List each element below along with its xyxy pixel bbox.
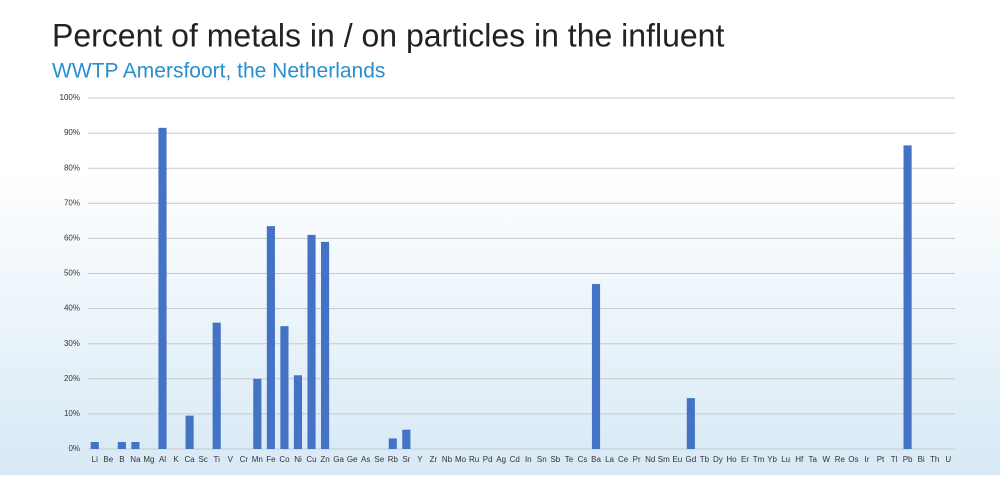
- bar: [293, 375, 303, 449]
- chart-subtitle: WWTP Amersfoort, the Netherlands: [52, 60, 385, 83]
- y-tick-label: 0%: [68, 444, 80, 453]
- x-tick-label: Fe: [266, 455, 276, 464]
- bar: [686, 398, 695, 449]
- x-tick-label: Co: [279, 455, 290, 464]
- x-tick-label: Pr: [633, 455, 641, 464]
- y-tick-label: 90%: [64, 128, 80, 137]
- x-tick-label: Ru: [469, 455, 479, 464]
- x-tick-label: Hf: [795, 455, 804, 464]
- x-tick-label: Li: [92, 455, 98, 464]
- y-tick-label: 70%: [64, 198, 80, 207]
- y-tick-label: 50%: [64, 269, 80, 278]
- bar: [321, 241, 330, 449]
- bar: [253, 378, 262, 449]
- bar: [307, 234, 316, 449]
- x-tick-label: Ce: [618, 455, 629, 464]
- bar: [402, 429, 411, 449]
- x-tick-label: Se: [374, 455, 384, 464]
- x-tick-label: Zr: [430, 455, 438, 464]
- x-tick-label: Th: [930, 455, 939, 464]
- x-tick-label: B: [119, 455, 124, 464]
- bar: [591, 284, 601, 449]
- bar: [90, 441, 99, 449]
- chart-title: Percent of metals in / on particles in t…: [52, 17, 724, 53]
- x-tick-label: Sb: [550, 455, 560, 464]
- x-tick-label: Re: [835, 455, 846, 464]
- x-tick-label: Yb: [767, 455, 777, 464]
- x-tick-label: Dy: [713, 455, 723, 464]
- x-tick-label: Ba: [591, 455, 601, 464]
- x-tick-label: Ni: [294, 455, 302, 464]
- x-tick-label: Sn: [537, 455, 547, 464]
- x-tick-label: Ho: [726, 455, 737, 464]
- y-tick-label: 20%: [64, 374, 80, 383]
- x-tick-label: Sr: [402, 455, 410, 464]
- x-tick-label: W: [823, 455, 831, 464]
- x-tick-label: Lu: [781, 455, 790, 464]
- y-tick-label: 40%: [64, 304, 80, 313]
- bar: [903, 145, 912, 449]
- y-tick-label: 60%: [64, 234, 80, 243]
- x-tick-label: La: [605, 455, 614, 464]
- y-tick-label: 100%: [60, 93, 80, 102]
- y-tick-label: 30%: [64, 339, 80, 348]
- x-tick-label: Mn: [252, 455, 263, 464]
- x-tick-label: V: [228, 455, 234, 464]
- x-tick-label: Os: [848, 455, 858, 464]
- x-tick-label: Cu: [306, 455, 316, 464]
- x-tick-label: Tl: [891, 455, 898, 464]
- x-tick-label: Tb: [700, 455, 710, 464]
- x-tick-label: K: [173, 455, 179, 464]
- bar: [131, 441, 140, 449]
- x-tick-label: Er: [741, 455, 749, 464]
- x-tick-label: Cr: [240, 455, 249, 464]
- x-tick-label: Rb: [388, 455, 399, 464]
- x-tick-label: Ga: [333, 455, 344, 464]
- x-tick-label: Y: [417, 455, 423, 464]
- x-tick-label: Zn: [320, 455, 329, 464]
- x-tick-label: Nb: [442, 455, 453, 464]
- bar: [185, 415, 194, 449]
- x-tick-label: Pb: [903, 455, 913, 464]
- x-tick-label: Ca: [184, 455, 195, 464]
- x-tick-label: Pt: [877, 455, 885, 464]
- x-tick-label: In: [525, 455, 532, 464]
- bar: [388, 438, 397, 449]
- x-tick-label: Ag: [496, 455, 506, 464]
- x-tick-label: Sc: [198, 455, 207, 464]
- bar: [280, 326, 289, 449]
- x-tick-label: Ir: [865, 455, 870, 464]
- x-tick-label: U: [945, 455, 951, 464]
- x-tick-label: Bi: [918, 455, 925, 464]
- x-tick-label: Pd: [483, 455, 493, 464]
- x-tick-label: Tm: [753, 455, 765, 464]
- x-tick-label: Cd: [510, 455, 520, 464]
- bar: [212, 322, 221, 449]
- x-tick-label: Mg: [143, 455, 154, 464]
- x-tick-label: Sm: [658, 455, 670, 464]
- x-tick-label: Eu: [672, 455, 682, 464]
- x-tick-label: Nd: [645, 455, 655, 464]
- x-tick-label: Na: [130, 455, 141, 464]
- x-tick-label: Ti: [214, 455, 221, 464]
- x-tick-label: Ge: [347, 455, 358, 464]
- y-tick-label: 80%: [64, 163, 80, 172]
- bar: [158, 127, 167, 450]
- x-tick-label: Ta: [809, 455, 818, 464]
- bar: [266, 226, 275, 449]
- x-tick-label: Mo: [455, 455, 467, 464]
- x-tick-label: Al: [159, 455, 166, 464]
- x-tick-label: Gd: [686, 455, 697, 464]
- x-tick-label: Be: [103, 455, 113, 464]
- x-tick-label: Cs: [578, 455, 588, 464]
- y-tick-label: 10%: [64, 409, 80, 418]
- bar: [117, 441, 126, 449]
- x-tick-label: Te: [565, 455, 574, 464]
- x-tick-label: As: [361, 455, 370, 464]
